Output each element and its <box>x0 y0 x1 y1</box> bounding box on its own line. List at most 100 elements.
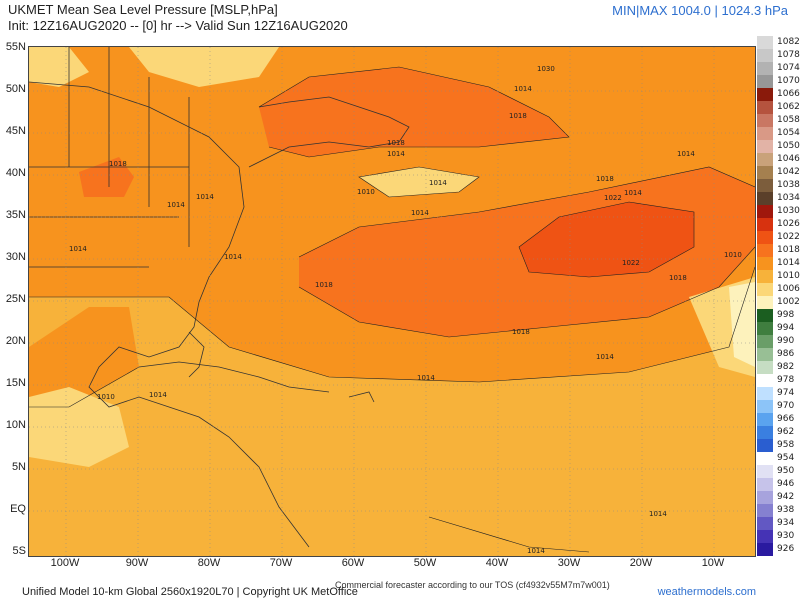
isobar-label: 1030 <box>537 65 555 73</box>
isobar-label: 1018 <box>109 160 127 168</box>
isobar-label: 1014 <box>429 179 447 187</box>
legend-label: 1050 <box>777 141 800 151</box>
legend-label: 954 <box>777 453 795 463</box>
legend-swatch <box>757 283 773 296</box>
legend-swatch <box>757 62 773 75</box>
legend-label: 958 <box>777 440 795 450</box>
legend-label: 1002 <box>777 297 800 307</box>
legend-label: 966 <box>777 414 795 424</box>
legend-swatch <box>757 127 773 140</box>
legend-swatch <box>757 478 773 491</box>
legend-swatch <box>757 153 773 166</box>
field-1006-nw <box>29 47 89 87</box>
legend-label: 982 <box>777 362 795 372</box>
legend-label: 926 <box>777 544 795 554</box>
legend-label: 1062 <box>777 102 800 112</box>
isobar-label: 1014 <box>149 391 167 399</box>
minmax-readout: MIN|MAX 1004.0 | 1024.3 hPa <box>612 3 788 18</box>
isobar-label: 1010 <box>97 393 115 401</box>
lon-label: 20W <box>629 557 653 569</box>
legend-swatch <box>757 361 773 374</box>
legend-label: 974 <box>777 388 795 398</box>
legend-swatch <box>757 426 773 439</box>
legend-swatch <box>757 309 773 322</box>
legend-swatch <box>757 179 773 192</box>
isobar-label: 1014 <box>624 189 642 197</box>
isobar-label: 1022 <box>604 194 622 202</box>
lon-label: 60W <box>341 557 365 569</box>
site-link[interactable]: weathermodels.com <box>657 586 756 598</box>
legend-swatch <box>757 491 773 504</box>
legend-label: 986 <box>777 349 795 359</box>
legend-label: 946 <box>777 479 795 489</box>
field-1010-pocket <box>359 167 479 197</box>
isobar-label: 1014 <box>527 547 545 555</box>
legend-swatch <box>757 257 773 270</box>
lon-label: 30W <box>557 557 581 569</box>
legend-swatch <box>757 530 773 543</box>
legend-label: 1046 <box>777 154 800 164</box>
legend-swatch <box>757 517 773 530</box>
lat-label: 55N <box>5 41 26 53</box>
field-1002-e <box>729 282 755 367</box>
isobar-label: 1010 <box>724 251 742 259</box>
lon-label: 40W <box>485 557 509 569</box>
lon-label: 70W <box>269 557 293 569</box>
lon-label: 100W <box>50 557 80 569</box>
legend-label: 1030 <box>777 206 800 216</box>
legend-label: 1038 <box>777 180 800 190</box>
isobar-label: 1018 <box>596 175 614 183</box>
legend-swatch <box>757 322 773 335</box>
legend-label: 970 <box>777 401 795 411</box>
isobar-label: 1018 <box>315 281 333 289</box>
isobar-label: 1014 <box>677 150 695 158</box>
legend-label: 962 <box>777 427 795 437</box>
legend-label: 1034 <box>777 193 800 203</box>
isobar-label: 1022 <box>622 259 640 267</box>
pressure-map: 1030 1014 1018 1018 1014 1014 1010 1014 … <box>28 46 756 557</box>
isobar-label: 1014 <box>224 253 242 261</box>
legend-swatch <box>757 192 773 205</box>
legend-swatch <box>757 114 773 127</box>
legend-label: 934 <box>777 518 795 528</box>
isobar-label: 1018 <box>387 139 405 147</box>
legend-swatch <box>757 439 773 452</box>
legend-swatch <box>757 88 773 101</box>
legend-swatch <box>757 504 773 517</box>
lat-label: 35N <box>5 209 26 221</box>
isobar-labels: 1030 1014 1018 1018 1014 1014 1010 1014 … <box>69 65 742 555</box>
legend-label: 942 <box>777 492 795 502</box>
isobar-label: 1014 <box>411 209 429 217</box>
legend-swatch <box>757 387 773 400</box>
isobar-label: 1014 <box>387 150 405 158</box>
legend-label: 994 <box>777 323 795 333</box>
legend-swatch <box>757 296 773 309</box>
title-line-1: UKMET Mean Sea Level Pressure [MSLP,hPa] <box>8 2 278 17</box>
isobar-label: 1014 <box>596 353 614 361</box>
lon-label: 90W <box>125 557 149 569</box>
field-1006-n <box>129 47 279 87</box>
lon-label: 80W <box>197 557 221 569</box>
lat-label: 15N <box>5 377 26 389</box>
isobar-label: 1014 <box>69 245 87 253</box>
lat-label: 10N <box>5 419 26 431</box>
lat-label: 30N <box>5 251 26 263</box>
lat-label: 5N <box>11 461 26 473</box>
legend-label: 1010 <box>777 271 800 281</box>
legend-swatch <box>757 374 773 387</box>
legend-label: 990 <box>777 336 795 346</box>
legend-label: 998 <box>777 310 795 320</box>
legend-label: 1078 <box>777 50 800 60</box>
legend-label: 1058 <box>777 115 800 125</box>
lat-label: 25N <box>5 293 26 305</box>
legend-swatch <box>757 270 773 283</box>
lon-label: 50W <box>413 557 437 569</box>
lat-label: 50N <box>5 83 26 95</box>
pressure-legend: 1082 1078 1074 1070 1066 1062 1058 1054 1050 1046… <box>755 36 800 566</box>
isobar-label: 1014 <box>514 85 532 93</box>
legend-swatch <box>757 335 773 348</box>
isobar-label: 1018 <box>512 328 530 336</box>
field-1022-core <box>519 202 694 277</box>
legend-label: 978 <box>777 375 795 385</box>
isobar-label: 1018 <box>669 274 687 282</box>
